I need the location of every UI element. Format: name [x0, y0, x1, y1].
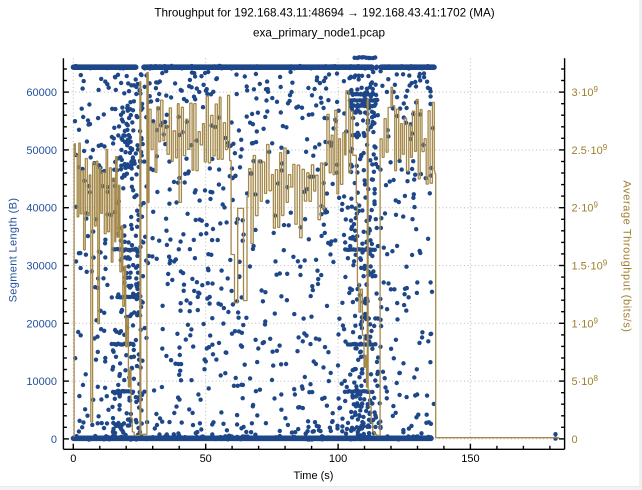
svg-text:150: 150 [461, 453, 479, 465]
svg-text:2.5·109: 2.5·109 [572, 143, 608, 157]
svg-text:1·109: 1·109 [572, 316, 599, 330]
svg-text:Throughput for 192.168.43.11:4: Throughput for 192.168.43.11:48694 → 192… [154, 6, 494, 19]
svg-text:0: 0 [572, 434, 578, 446]
svg-text:50000: 50000 [26, 145, 57, 157]
svg-text:1.5·109: 1.5·109 [572, 259, 608, 273]
svg-text:Average Throughput (bits/s): Average Throughput (bits/s) [621, 180, 633, 332]
svg-text:30000: 30000 [26, 261, 57, 273]
svg-text:60000: 60000 [26, 87, 57, 99]
svg-text:5·108: 5·108 [572, 374, 599, 388]
svg-text:20000: 20000 [26, 318, 57, 330]
svg-text:0: 0 [70, 453, 76, 465]
svg-text:0: 0 [51, 434, 57, 446]
svg-text:3·109: 3·109 [572, 85, 599, 99]
svg-text:2·109: 2·109 [572, 201, 599, 215]
svg-text:10000: 10000 [26, 376, 57, 388]
svg-text:Segment Length (B): Segment Length (B) [8, 198, 20, 303]
svg-text:50: 50 [200, 453, 212, 465]
svg-text:Time (s): Time (s) [294, 470, 334, 482]
svg-text:100: 100 [329, 453, 347, 465]
svg-text:40000: 40000 [26, 203, 57, 215]
svg-text:exa_primary_node1.pcap: exa_primary_node1.pcap [253, 27, 385, 40]
